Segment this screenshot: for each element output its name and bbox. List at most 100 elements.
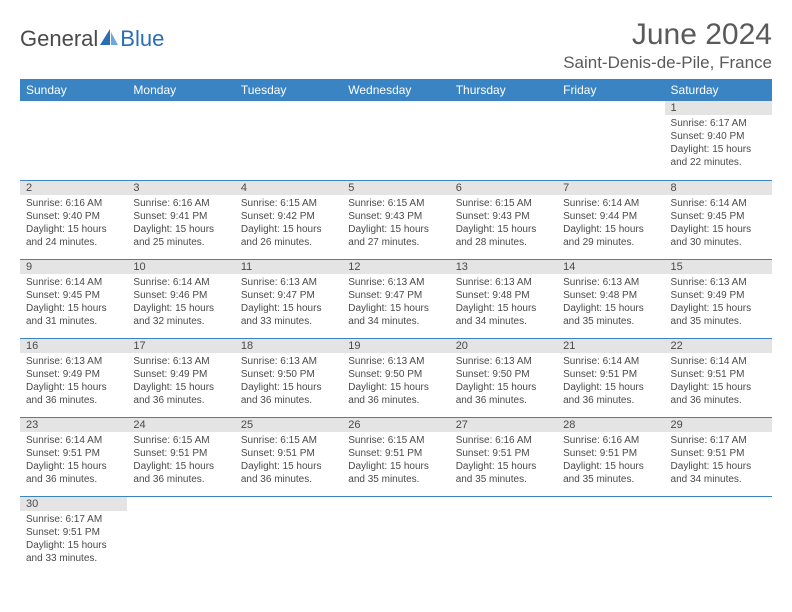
sunset-text: Sunset: 9:51 PM [348,447,443,460]
day-content: Sunrise: 6:13 AMSunset: 9:49 PMDaylight:… [127,353,234,410]
logo-text-blue: Blue [120,26,164,52]
calendar-day-cell: 18Sunrise: 6:13 AMSunset: 9:50 PMDayligh… [235,338,342,417]
sunset-text: Sunset: 9:43 PM [348,210,443,223]
weekday-header: Saturday [665,79,772,101]
sunset-text: Sunset: 9:50 PM [241,368,336,381]
sunset-text: Sunset: 9:47 PM [241,289,336,302]
day-number: 22 [665,339,772,353]
sunrise-text: Sunrise: 6:16 AM [563,434,658,447]
day-number: 13 [450,260,557,274]
day-content: Sunrise: 6:13 AMSunset: 9:49 PMDaylight:… [20,353,127,410]
calendar-day-cell [342,101,449,180]
daylight-text: Daylight: 15 hours and 35 minutes. [348,460,443,486]
daylight-text: Daylight: 15 hours and 31 minutes. [26,302,121,328]
calendar-day-cell: 6Sunrise: 6:15 AMSunset: 9:43 PMDaylight… [450,180,557,259]
sunrise-text: Sunrise: 6:16 AM [133,197,228,210]
day-number: 10 [127,260,234,274]
day-content: Sunrise: 6:14 AMSunset: 9:45 PMDaylight:… [20,274,127,331]
sunset-text: Sunset: 9:47 PM [348,289,443,302]
calendar-week-row: 16Sunrise: 6:13 AMSunset: 9:49 PMDayligh… [20,338,772,417]
day-number: 11 [235,260,342,274]
day-content: Sunrise: 6:15 AMSunset: 9:51 PMDaylight:… [127,432,234,489]
calendar-day-cell: 4Sunrise: 6:15 AMSunset: 9:42 PMDaylight… [235,180,342,259]
sunset-text: Sunset: 9:51 PM [26,526,121,539]
sunset-text: Sunset: 9:41 PM [133,210,228,223]
daylight-text: Daylight: 15 hours and 35 minutes. [563,460,658,486]
weekday-header: Sunday [20,79,127,101]
sunset-text: Sunset: 9:51 PM [133,447,228,460]
day-content: Sunrise: 6:17 AMSunset: 9:40 PMDaylight:… [665,115,772,172]
day-content: Sunrise: 6:15 AMSunset: 9:42 PMDaylight:… [235,195,342,252]
sunset-text: Sunset: 9:45 PM [26,289,121,302]
calendar-day-cell [450,496,557,575]
day-number: 30 [20,497,127,511]
calendar-header-row: SundayMondayTuesdayWednesdayThursdayFrid… [20,79,772,101]
sunset-text: Sunset: 9:42 PM [241,210,336,223]
calendar-day-cell [20,101,127,180]
calendar-day-cell: 2Sunrise: 6:16 AMSunset: 9:40 PMDaylight… [20,180,127,259]
sunrise-text: Sunrise: 6:14 AM [26,276,121,289]
day-content: Sunrise: 6:16 AMSunset: 9:51 PMDaylight:… [450,432,557,489]
sunset-text: Sunset: 9:48 PM [563,289,658,302]
weekday-header: Tuesday [235,79,342,101]
day-content: Sunrise: 6:14 AMSunset: 9:46 PMDaylight:… [127,274,234,331]
daylight-text: Daylight: 15 hours and 35 minutes. [671,302,766,328]
sunset-text: Sunset: 9:51 PM [26,447,121,460]
daylight-text: Daylight: 15 hours and 25 minutes. [133,223,228,249]
daylight-text: Daylight: 15 hours and 28 minutes. [456,223,551,249]
daylight-text: Daylight: 15 hours and 33 minutes. [241,302,336,328]
day-number: 15 [665,260,772,274]
calendar-day-cell: 8Sunrise: 6:14 AMSunset: 9:45 PMDaylight… [665,180,772,259]
logo-sail-icon [98,27,120,52]
day-content: Sunrise: 6:15 AMSunset: 9:43 PMDaylight:… [342,195,449,252]
sunset-text: Sunset: 9:46 PM [133,289,228,302]
day-number: 17 [127,339,234,353]
calendar-week-row: 9Sunrise: 6:14 AMSunset: 9:45 PMDaylight… [20,259,772,338]
day-number: 8 [665,181,772,195]
weekday-header: Monday [127,79,234,101]
day-number: 18 [235,339,342,353]
day-number: 4 [235,181,342,195]
sunrise-text: Sunrise: 6:15 AM [348,434,443,447]
daylight-text: Daylight: 15 hours and 36 minutes. [133,460,228,486]
sunrise-text: Sunrise: 6:13 AM [348,355,443,368]
logo-text-general: General [20,26,98,52]
day-number: 6 [450,181,557,195]
header: General Blue June 2024 Saint-Denis-de-Pi… [20,18,772,73]
weekday-header: Thursday [450,79,557,101]
calendar-day-cell [127,496,234,575]
sunset-text: Sunset: 9:49 PM [671,289,766,302]
calendar-day-cell [450,101,557,180]
sunrise-text: Sunrise: 6:14 AM [671,197,766,210]
calendar-day-cell: 21Sunrise: 6:14 AMSunset: 9:51 PMDayligh… [557,338,664,417]
sunrise-text: Sunrise: 6:13 AM [348,276,443,289]
day-number: 9 [20,260,127,274]
daylight-text: Daylight: 15 hours and 24 minutes. [26,223,121,249]
sunrise-text: Sunrise: 6:15 AM [241,434,336,447]
calendar-day-cell: 14Sunrise: 6:13 AMSunset: 9:48 PMDayligh… [557,259,664,338]
calendar-day-cell: 5Sunrise: 6:15 AMSunset: 9:43 PMDaylight… [342,180,449,259]
sunset-text: Sunset: 9:45 PM [671,210,766,223]
day-number: 21 [557,339,664,353]
sunset-text: Sunset: 9:50 PM [456,368,551,381]
weekday-header: Wednesday [342,79,449,101]
day-number: 25 [235,418,342,432]
day-content: Sunrise: 6:13 AMSunset: 9:47 PMDaylight:… [342,274,449,331]
daylight-text: Daylight: 15 hours and 34 minutes. [671,460,766,486]
sunrise-text: Sunrise: 6:16 AM [26,197,121,210]
sunset-text: Sunset: 9:51 PM [563,447,658,460]
calendar-day-cell [127,101,234,180]
sunset-text: Sunset: 9:44 PM [563,210,658,223]
calendar-day-cell: 23Sunrise: 6:14 AMSunset: 9:51 PMDayligh… [20,417,127,496]
calendar-day-cell: 7Sunrise: 6:14 AMSunset: 9:44 PMDaylight… [557,180,664,259]
calendar-day-cell: 15Sunrise: 6:13 AMSunset: 9:49 PMDayligh… [665,259,772,338]
sunset-text: Sunset: 9:51 PM [671,447,766,460]
sunrise-text: Sunrise: 6:13 AM [456,276,551,289]
daylight-text: Daylight: 15 hours and 22 minutes. [671,143,766,169]
sunset-text: Sunset: 9:48 PM [456,289,551,302]
day-number: 1 [665,101,772,115]
daylight-text: Daylight: 15 hours and 35 minutes. [563,302,658,328]
daylight-text: Daylight: 15 hours and 36 minutes. [26,460,121,486]
daylight-text: Daylight: 15 hours and 36 minutes. [26,381,121,407]
calendar-week-row: 2Sunrise: 6:16 AMSunset: 9:40 PMDaylight… [20,180,772,259]
